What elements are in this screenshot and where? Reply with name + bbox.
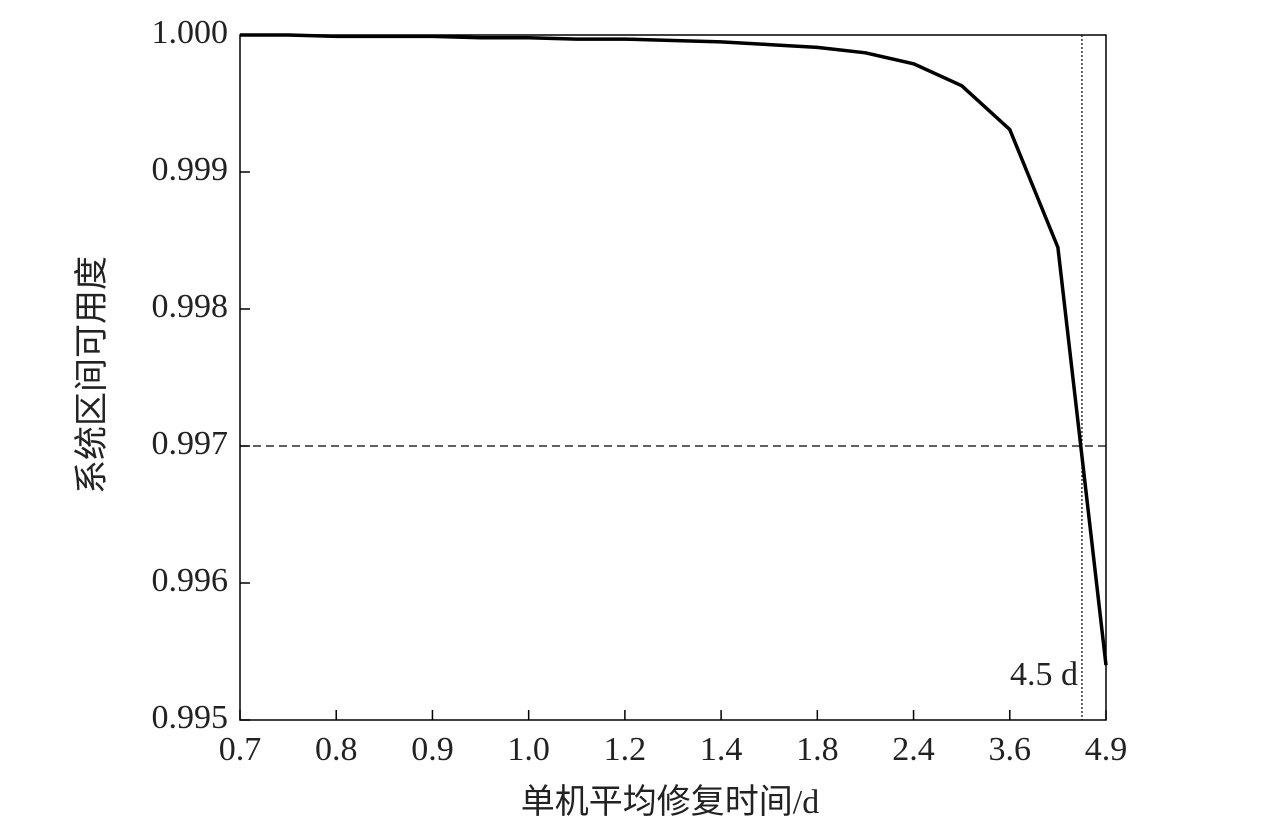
data-line [240,33,1108,666]
x-tick-label: 1.4 [700,731,743,768]
y-tick-label: 0.997 [152,425,229,462]
y-tick-label: 1.000 [152,14,229,51]
y-axis-label: 系统区间可用度 [73,256,111,494]
x-tick-label: 0.7 [219,731,262,768]
x-tick-label: 0.8 [315,731,358,768]
y-tick-label: 0.995 [152,699,229,736]
x-tick-label: 3.6 [989,731,1032,768]
x-tick-label: 0.9 [411,731,454,768]
x-tick-label: 1.8 [796,731,839,768]
x-tick-label: 1.0 [507,731,550,768]
reference-label: 4.5 d [1010,656,1078,693]
x-tick-label: 2.4 [892,731,935,768]
y-tick-label: 0.996 [152,562,229,599]
x-axis-label: 单机平均修复时间/d [521,783,819,821]
x-tick-label: 4.9 [1085,731,1128,768]
x-tick-label: 1.2 [604,731,647,768]
plot-frame [239,34,1107,721]
y-tick-label: 0.998 [152,288,229,325]
y-tick-label: 0.999 [152,151,229,188]
